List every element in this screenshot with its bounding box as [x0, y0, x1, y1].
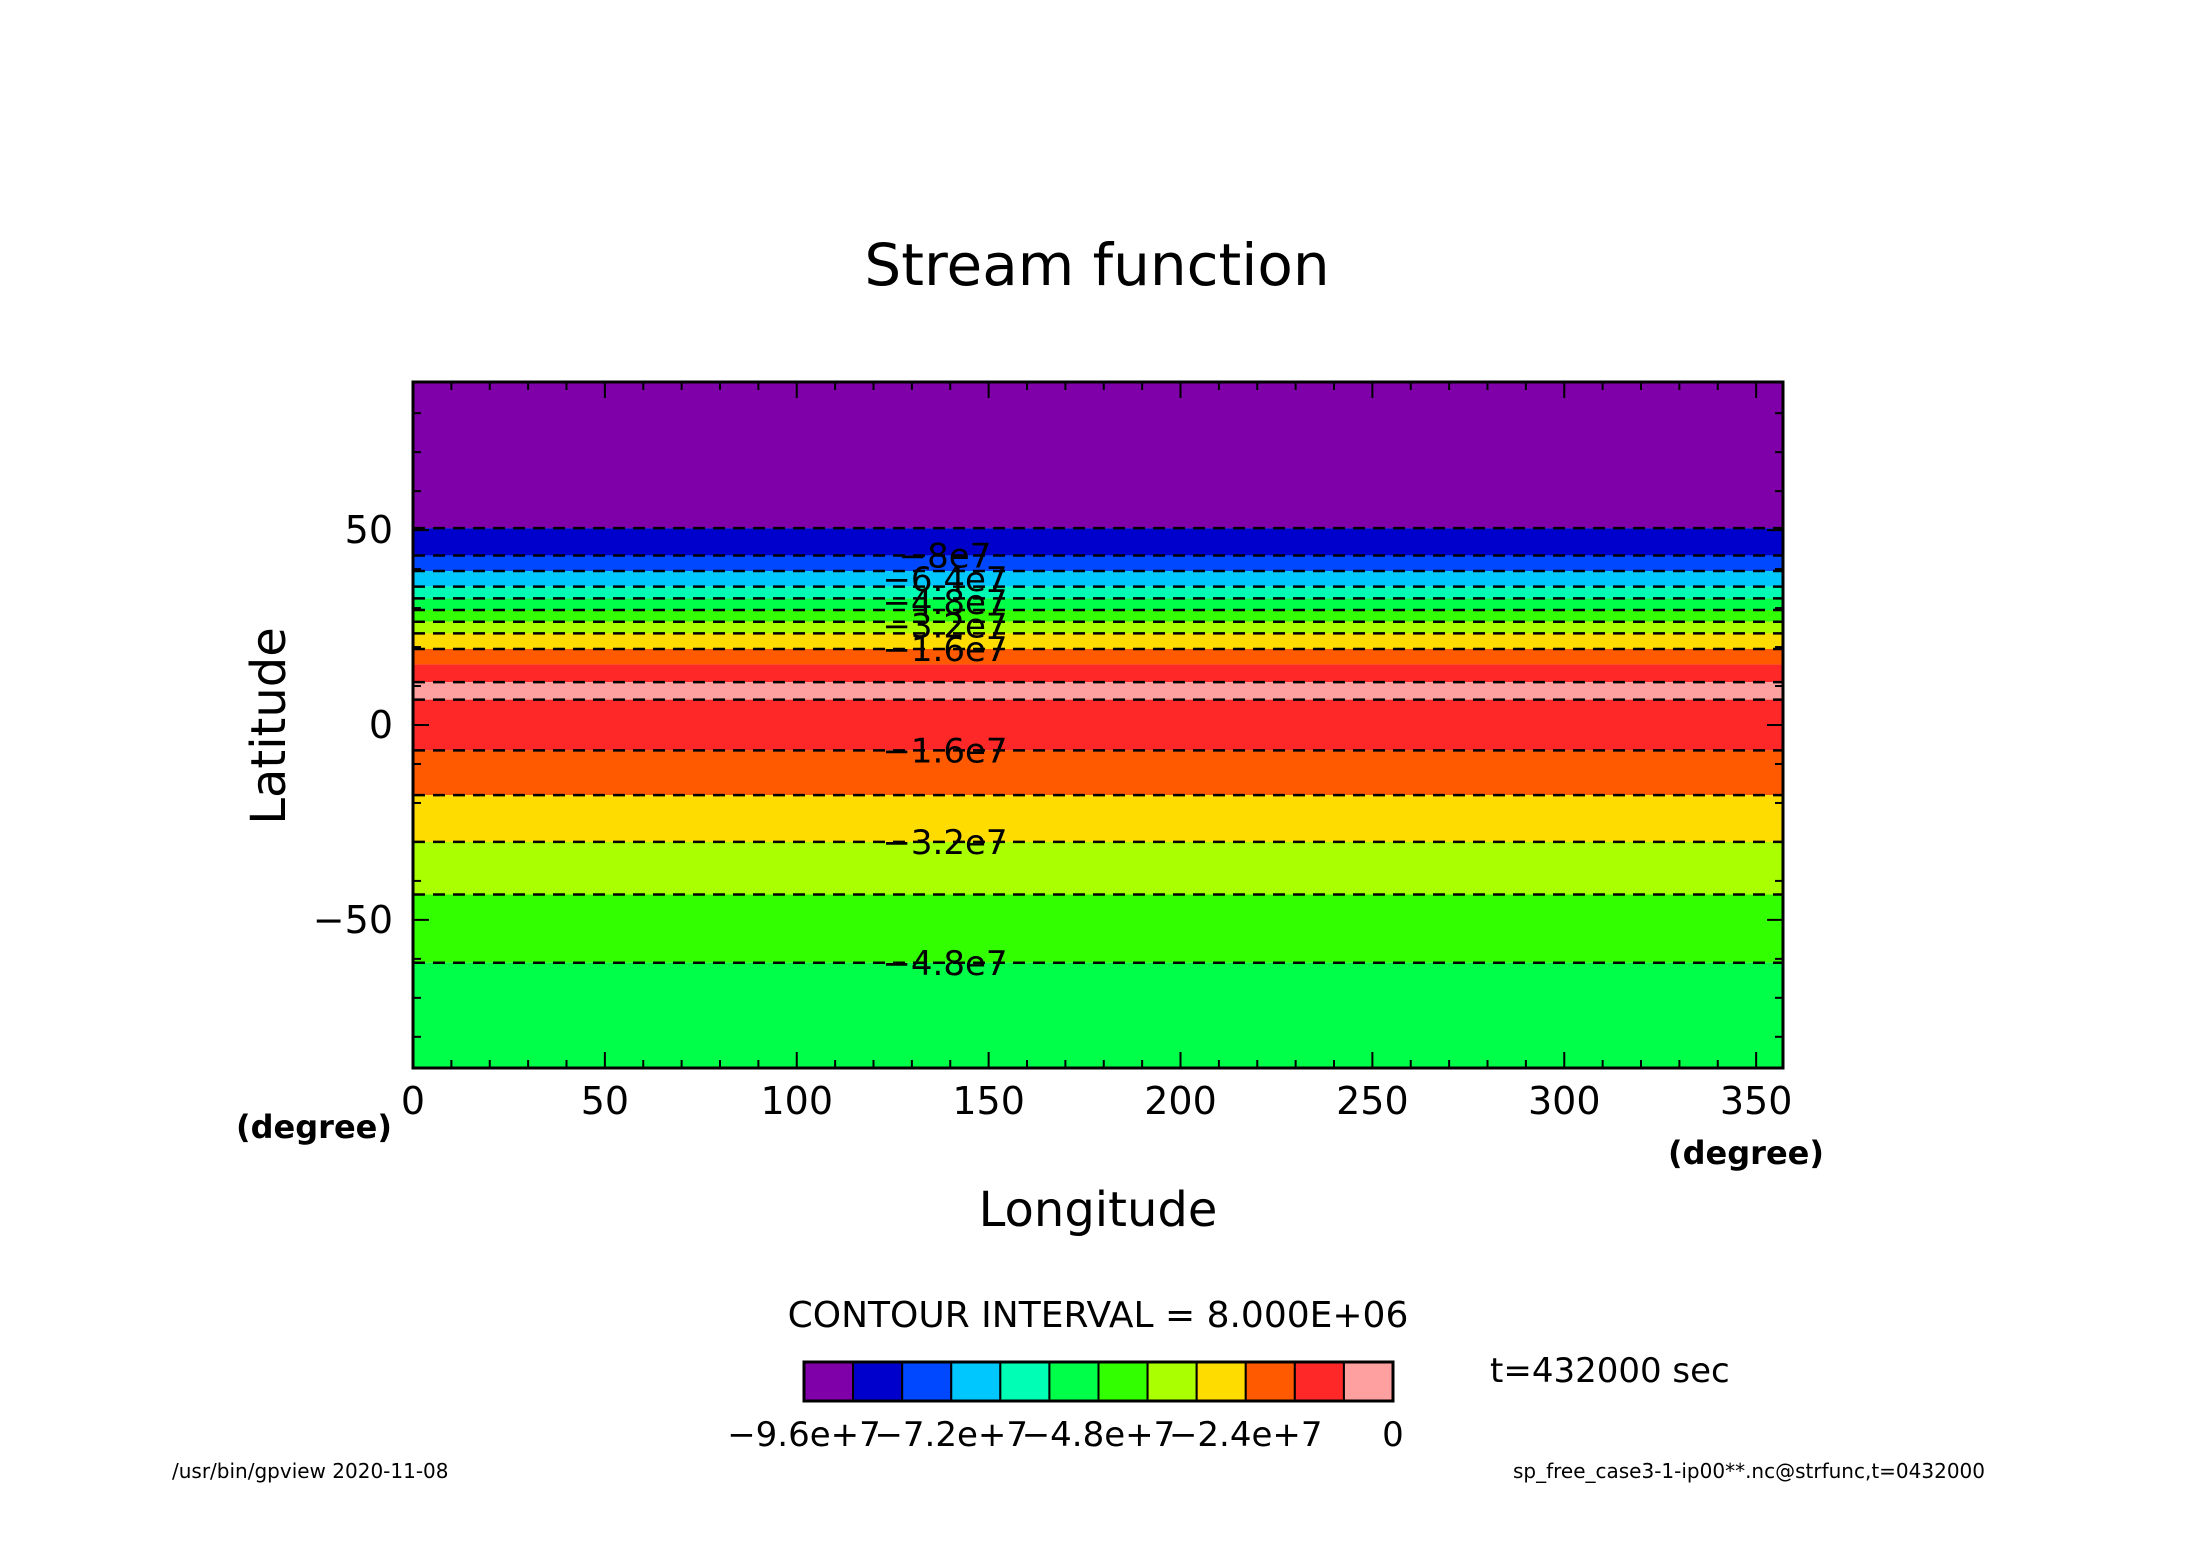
contour-label: −6.4e7 — [882, 560, 1007, 600]
contour-band — [413, 382, 1783, 529]
x-tick-label: 350 — [1720, 1079, 1793, 1123]
y-tick-label: −50 — [313, 898, 393, 942]
contour-label: −1.6e7 — [882, 731, 1007, 771]
x-tick-label: 300 — [1528, 1079, 1601, 1123]
contour-band — [413, 795, 1783, 842]
time-text: t=432000 sec — [1490, 1351, 1730, 1391]
contour-band — [413, 621, 1783, 634]
y-tick-label: 0 — [369, 703, 393, 747]
contour-band — [413, 598, 1783, 611]
colorbar-swatch — [1195, 1361, 1247, 1402]
colorbar-swatch — [1342, 1361, 1394, 1402]
y-axis: −50 0 50 — [313, 412, 1783, 1038]
contour-label: −3.2e7 — [882, 607, 1007, 647]
contour-band — [413, 962, 1783, 1068]
contour-band — [413, 648, 1783, 665]
colorbar-swatch — [803, 1361, 855, 1402]
x-tick-label: 100 — [760, 1079, 833, 1123]
colorbar-swatch — [1048, 1361, 1100, 1402]
colorbar-label: −4.8e+7 — [1022, 1415, 1176, 1455]
colorbar-swatch — [999, 1361, 1051, 1402]
x-axis: 0 50 100 150 200 250 300 350 — [401, 382, 1792, 1123]
colorbar-swatch — [1097, 1361, 1149, 1402]
contour-labels: −8e7−6.4e7−4.8e7−3.2e7−1.6e7−1.6e7−3.2e7… — [882, 536, 1007, 983]
y-axis-label: Latitude — [241, 627, 297, 825]
contour-band — [413, 555, 1783, 572]
contour-band — [413, 571, 1783, 587]
contour-label: −4.8e7 — [882, 944, 1007, 984]
contour-band — [413, 664, 1783, 683]
colorbar-swatch — [1244, 1361, 1296, 1402]
x-tick-label: 0 — [401, 1079, 425, 1123]
contour-band — [413, 682, 1783, 700]
contour-label: −1.6e7 — [882, 630, 1007, 670]
colorbar-label: −9.6e+7 — [727, 1415, 881, 1455]
chart-title: Stream function — [864, 231, 1329, 299]
contour-label: −4.8e7 — [882, 583, 1007, 623]
x-axis-label: Longitude — [979, 1182, 1218, 1238]
footer-right: sp_free_case3-1-ip00**.nc@strfunc,t=0432… — [1513, 1459, 1985, 1483]
x-tick-label: 150 — [952, 1079, 1025, 1123]
contour-band — [413, 841, 1783, 895]
colorbar-label: −7.2e+7 — [874, 1415, 1028, 1455]
contour-label: −3.2e7 — [882, 823, 1007, 863]
contour-interval-text: CONTOUR INTERVAL = 8.000E+06 — [788, 1295, 1409, 1336]
contour-band — [413, 610, 1783, 622]
y-tick-label: 50 — [345, 508, 393, 552]
contour-band — [413, 528, 1783, 556]
colorbar-frame — [802, 1360, 1395, 1403]
contour-lines — [413, 526, 1783, 965]
colorbar-label: 0 — [1382, 1415, 1404, 1455]
x-axis-unit-right: (degree) — [1668, 1134, 1824, 1172]
x-tick-label: 250 — [1336, 1079, 1409, 1123]
contour-band — [413, 750, 1783, 796]
contour-band — [413, 894, 1783, 963]
contour-band — [413, 586, 1783, 599]
contour-label: −8e7 — [899, 536, 992, 576]
colorbar-label: −2.4e+7 — [1169, 1415, 1323, 1455]
colorbar-swatch — [852, 1361, 904, 1402]
contour-band — [413, 633, 1783, 649]
colorbar: −9.6e+7−7.2e+7−4.8e+7−2.4e+7 0 — [727, 1360, 1404, 1455]
colorbar-swatch — [1146, 1361, 1198, 1402]
x-tick-label: 50 — [581, 1079, 629, 1123]
x-axis-unit-left: (degree) — [236, 1108, 392, 1146]
colorbar-swatch — [1293, 1361, 1345, 1402]
contour-bands — [413, 382, 1783, 1068]
colorbar-swatch — [950, 1361, 1002, 1402]
footer-left: /usr/bin/gpview 2020-11-08 — [172, 1459, 449, 1483]
colorbar-swatch — [901, 1361, 953, 1402]
contour-band — [413, 699, 1783, 751]
x-tick-label: 200 — [1144, 1079, 1217, 1123]
